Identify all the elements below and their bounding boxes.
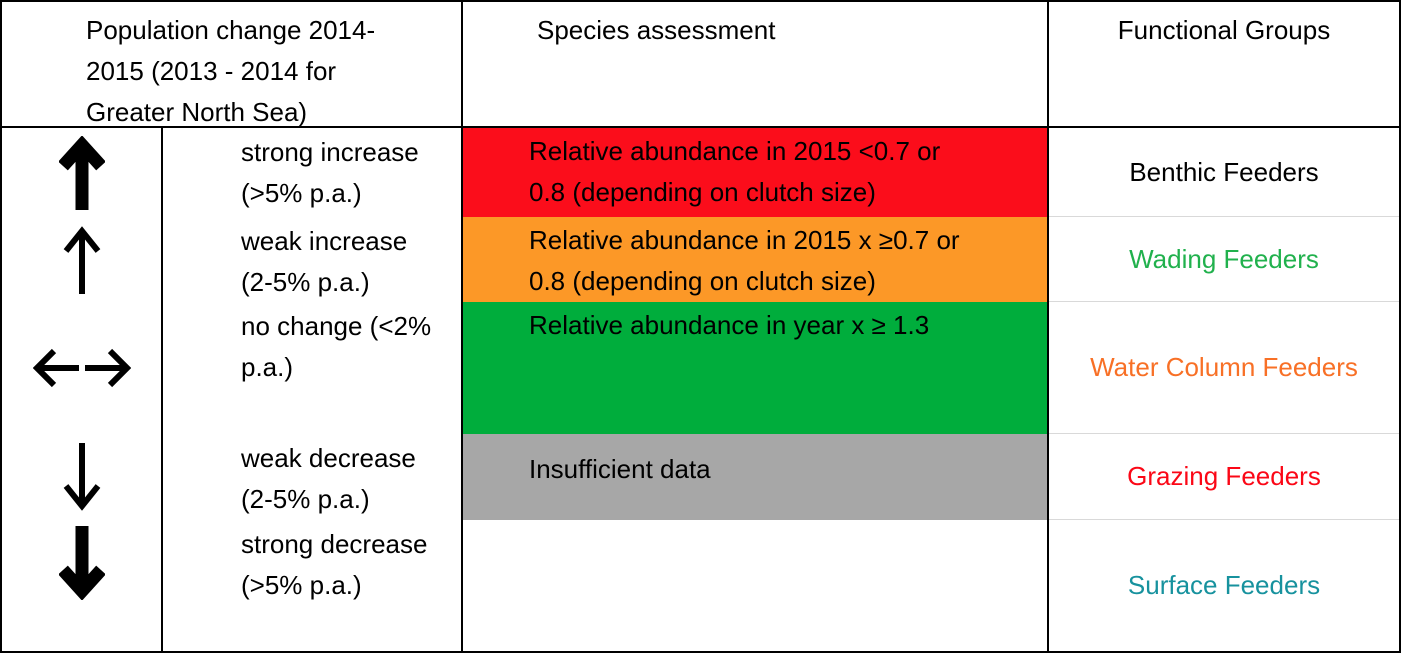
- population-row-label: weak decrease (2-5% p.a.): [163, 434, 463, 520]
- weak-decrease-arrow-icon: [63, 443, 100, 511]
- population-change-header: Population change 2014- 2015 (2013 - 201…: [2, 2, 463, 128]
- assessment-cell-white: [463, 520, 1049, 651]
- arrow-cell-weak-increase: [2, 217, 163, 302]
- assessment-cell-gray: Insufficient data: [463, 434, 1049, 520]
- population-row-label: no change (<2% p.a.): [163, 302, 463, 434]
- population-row-label: strong decrease (>5% p.a.): [163, 520, 463, 651]
- functional-group-benthic: Benthic Feeders: [1049, 128, 1399, 217]
- population-row-label: strong increase (>5% p.a.): [163, 128, 463, 217]
- weak-increase-arrow-icon: [63, 225, 100, 294]
- population-row-label: weak increase (2-5% p.a.): [163, 217, 463, 302]
- functional-group-wading: Wading Feeders: [1049, 217, 1399, 302]
- species-assessment-header: Species assessment: [463, 2, 1049, 128]
- strong-increase-arrow-icon: [58, 135, 105, 210]
- assessment-cell-green: Relative abundance in year x ≥ 1.3: [463, 302, 1049, 434]
- no-change-arrows-icon: [32, 348, 131, 388]
- arrow-cell-no-change: [2, 302, 163, 434]
- arrow-cell-strong-decrease: [2, 520, 163, 651]
- functional-group-water-column: Water Column Feeders: [1049, 302, 1399, 434]
- assessment-cell-orange: Relative abundance in 2015 x ≥0.7 or 0.8…: [463, 217, 1049, 302]
- arrow-cell-weak-decrease: [2, 434, 163, 520]
- functional-group-surface: Surface Feeders: [1127, 570, 1321, 600]
- functional-group-grazing: Grazing Feeders: [1049, 434, 1399, 520]
- strong-decrease-arrow-icon: [58, 526, 105, 600]
- arrow-cell-strong-increase: [2, 128, 163, 217]
- assessment-cell-red: Relative abundance in 2015 <0.7 or 0.8 (…: [463, 128, 1049, 217]
- functional-groups-header: Functional Groups: [1049, 2, 1399, 128]
